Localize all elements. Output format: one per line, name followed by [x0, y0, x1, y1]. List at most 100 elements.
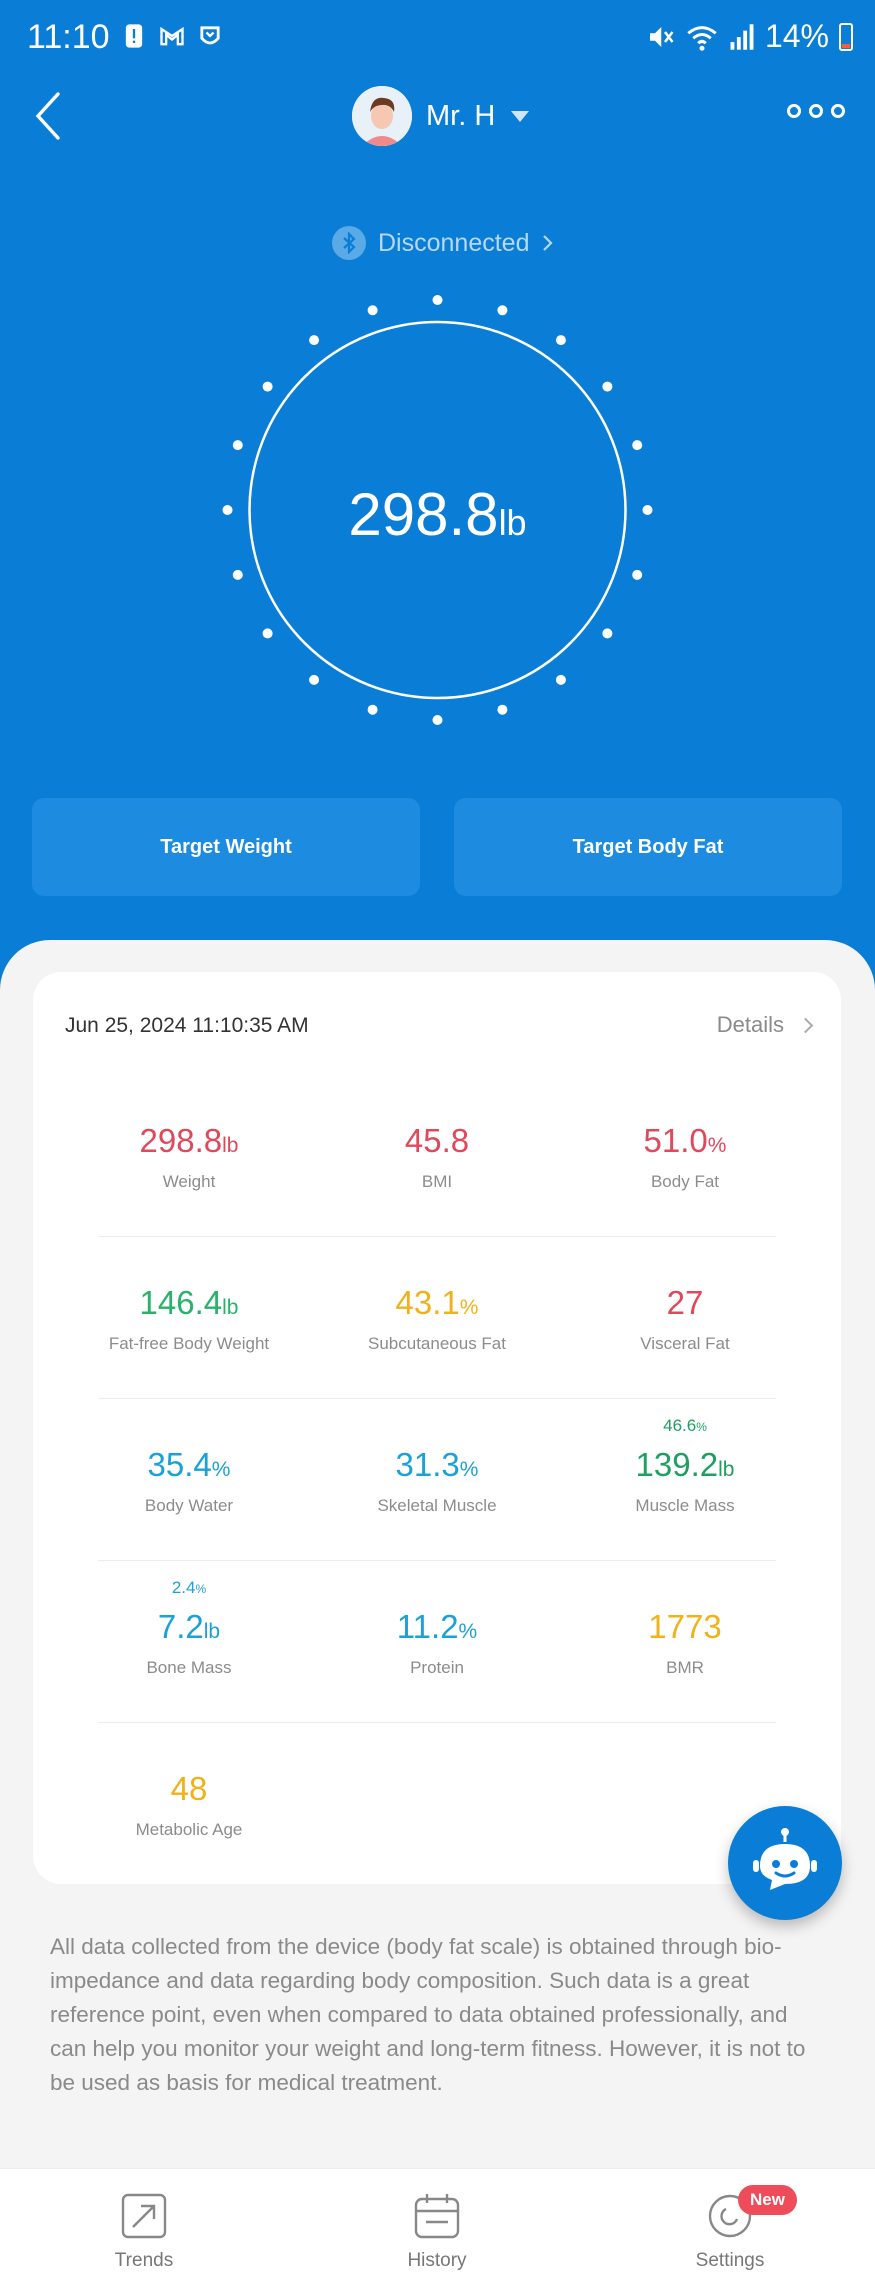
metric-bmr[interactable]: 1773 BMR	[561, 1608, 809, 1678]
metric-value: 7.2	[157, 1608, 204, 1645]
metric-value: 1773	[648, 1608, 722, 1645]
gauge-dot	[632, 569, 643, 580]
metric-label: Subcutaneous Fat	[368, 1334, 506, 1353]
trends-icon	[121, 2193, 167, 2239]
profile-name: Mr. H	[426, 99, 496, 132]
avatar	[352, 86, 412, 146]
gauge-dot	[555, 335, 566, 346]
gauge-dot	[497, 704, 508, 715]
calendar-icon	[414, 2194, 460, 2239]
gauge-dot	[632, 440, 643, 451]
gauge-dot	[222, 505, 233, 515]
weight-value: 298.8	[348, 481, 499, 548]
metric-body-fat[interactable]: 51.0% Body Fat	[561, 1122, 809, 1192]
app-icon	[200, 26, 220, 45]
metric-unit: %	[459, 1458, 479, 1481]
profile-selector[interactable]: Mr. H	[352, 86, 530, 146]
metric-body-water[interactable]: 35.4% Body Water	[65, 1446, 313, 1516]
gauge-dot	[309, 335, 320, 346]
metric-unit: lb	[203, 1620, 221, 1643]
metric-skeletal-muscle[interactable]: 31.3% Skeletal Muscle	[313, 1446, 561, 1516]
chevron-right-icon	[543, 235, 554, 251]
status-time: 11:10	[27, 18, 110, 56]
status-bar: 11:10 14%	[0, 14, 875, 64]
metric-subcutaneous-fat[interactable]: 43.1% Subcutaneous Fat	[313, 1284, 561, 1354]
alert-icon	[125, 24, 143, 48]
metric-unit: lb	[222, 1296, 239, 1319]
avatar-image	[352, 86, 412, 146]
metric-value: 48	[170, 1770, 208, 1807]
metric-unit: %	[458, 1620, 478, 1643]
gauge-dot	[232, 440, 243, 451]
gauge-dot	[432, 715, 443, 725]
signal-icon	[730, 23, 754, 50]
gauge-dot	[555, 674, 566, 685]
target-body-fat-button[interactable]: Target Body Fat	[454, 798, 842, 896]
row-divider	[98, 1398, 776, 1399]
metric-protein[interactable]: 11.2% Protein	[313, 1608, 561, 1678]
metric-unit: %	[459, 1296, 479, 1319]
metric-unit: %	[707, 1134, 727, 1157]
gauge-dot	[642, 505, 653, 515]
metric-visceral-fat[interactable]: 27 Visceral Fat	[561, 1284, 809, 1354]
nav-history[interactable]: History	[367, 2191, 507, 2272]
gauge-dot	[497, 305, 508, 316]
metric-percent: 2.4%	[171, 1578, 207, 1597]
metric-value: 45.8	[404, 1122, 470, 1159]
metric-value: 298.8	[139, 1122, 223, 1159]
weight-gauge	[222, 295, 653, 725]
metric-label: Bone Mass	[146, 1658, 232, 1677]
metric-unit: lb	[718, 1458, 735, 1481]
metric-muscle-mass[interactable]: 46.6% 139.2lb Muscle Mass	[561, 1416, 809, 1516]
metric-label: Skeletal Muscle	[377, 1496, 497, 1515]
chevron-down-icon	[511, 110, 530, 122]
metric-label: Muscle Mass	[635, 1496, 735, 1515]
metric-metabolic-age[interactable]: 48 Metabolic Age	[65, 1770, 313, 1840]
mute-icon	[649, 26, 674, 47]
metric-value: 43.1	[395, 1284, 460, 1321]
connection-label: Disconnected	[378, 228, 530, 257]
more-options-icon[interactable]	[787, 104, 845, 118]
metric-label: Body Fat	[650, 1172, 720, 1191]
gauge-dot	[602, 381, 613, 392]
gauge-dot	[232, 569, 243, 580]
nav-label: History	[407, 2250, 467, 2271]
gauge-dot	[602, 628, 613, 639]
gauge-dot	[262, 381, 273, 392]
bluetooth-icon	[332, 226, 366, 260]
metric-label: BMI	[421, 1172, 453, 1191]
back-arrow-icon[interactable]	[28, 88, 68, 144]
metric-bmi[interactable]: 45.8 BMI	[313, 1122, 561, 1192]
metric-label: Fat-free Body Weight	[108, 1334, 270, 1353]
metric-label: BMR	[666, 1658, 704, 1677]
nav-trends[interactable]: Trends	[74, 2191, 214, 2272]
metric-label: Body Water	[144, 1496, 234, 1515]
wifi-icon	[687, 25, 717, 51]
row-divider	[98, 1560, 776, 1561]
metric-label: Metabolic Age	[135, 1820, 243, 1839]
target-weight-button[interactable]: Target Weight	[32, 798, 420, 896]
details-link[interactable]: Details	[717, 1012, 814, 1038]
measurement-card: Jun 25, 2024 11:10:35 AM Details 298.8lb…	[33, 972, 841, 1884]
status-right: 14%	[645, 18, 853, 55]
row-divider	[98, 1722, 776, 1723]
metric-label: Visceral Fat	[640, 1334, 730, 1353]
metric-value: 139.2	[635, 1446, 719, 1483]
metric-value: 51.0	[643, 1122, 708, 1159]
metric-value: 11.2	[396, 1608, 459, 1645]
metric-bone-mass[interactable]: 2.4% 7.2lb Bone Mass	[65, 1578, 313, 1678]
nav-settings[interactable]: Settings New	[660, 2185, 800, 2272]
weight-reading: 298.8lb	[0, 480, 875, 549]
gauge-dot	[309, 674, 320, 685]
metric-label: Weight	[162, 1172, 216, 1191]
connection-status[interactable]: Disconnected	[332, 226, 555, 260]
gauge-dot	[262, 628, 273, 639]
metric-value: 31.3	[395, 1446, 460, 1483]
gauge-dot	[367, 305, 378, 316]
measurement-date: Jun 25, 2024 11:10:35 AM	[65, 1014, 309, 1037]
assistant-bot-button[interactable]	[728, 1806, 842, 1920]
nav-label: Settings	[695, 2250, 765, 2271]
metric-weight[interactable]: 298.8lb Weight	[65, 1122, 313, 1192]
battery-percent: 14%	[764, 18, 829, 54]
metric-fat-free-weight[interactable]: 146.4lb Fat-free Body Weight	[65, 1284, 313, 1354]
